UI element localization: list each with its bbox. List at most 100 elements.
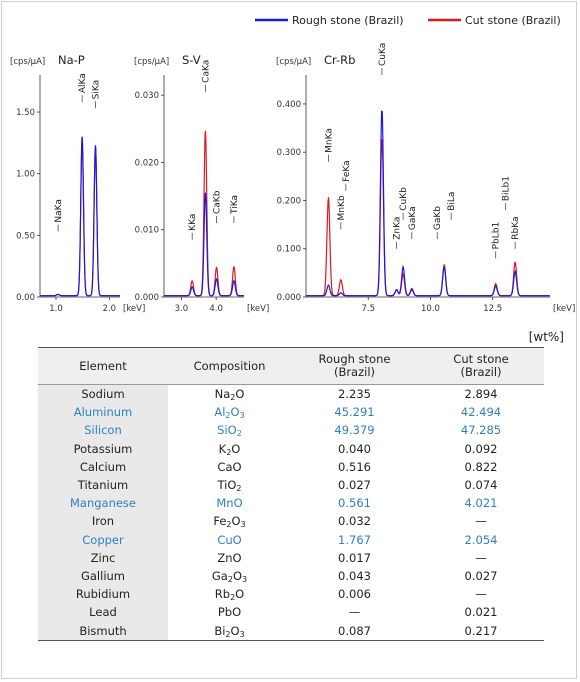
- x-axis-unit: [keV]: [553, 304, 575, 314]
- element-cell: Manganese: [38, 494, 168, 513]
- composition-cell: PbO: [168, 603, 291, 621]
- cut-stone-value: 2.894: [464, 387, 498, 402]
- element-cell: Zinc: [38, 548, 168, 567]
- peak-label: MnKa: [324, 128, 334, 153]
- composition-cell: Fe2O3: [168, 512, 291, 530]
- y-tick-label: 0.030: [135, 91, 159, 101]
- cut-stone-value: 0.092: [464, 441, 498, 456]
- y-axis-unit: [cps/μA]: [10, 57, 45, 67]
- element-cell: Silicon: [38, 421, 168, 440]
- formula-part: MnO: [216, 496, 243, 511]
- table-row: Gallium Ga2O3 0.043 0.027: [38, 566, 544, 586]
- peak-label: ZnKa: [393, 217, 403, 240]
- cut-stone-value: 0.217: [464, 623, 498, 638]
- peak-label: CaKa: [201, 60, 211, 83]
- peak-label: KKa: [188, 214, 198, 231]
- composition-table: Element Composition Rough stone (Brazil)…: [38, 347, 544, 641]
- formula-part: O: [235, 387, 245, 402]
- rough-stone-value: 0.032: [338, 514, 371, 529]
- cut-stone-value: —: [475, 550, 487, 565]
- composition-cell: Ga2O3: [168, 567, 291, 585]
- table-row: Calcium CaO 0.516 0.822: [38, 457, 544, 476]
- cut-stone-value: —: [475, 587, 487, 602]
- panel-title: Cr-Rb: [324, 53, 355, 67]
- table-row: Zinc ZnO 0.017 —: [38, 548, 544, 567]
- peak-label: SiKa: [91, 80, 101, 99]
- spectra-charts: Rough stone (Brazil) Cut stone (Brazil) 0.…: [10, 14, 575, 314]
- formula-subscript: 3: [239, 629, 245, 639]
- table-row: Potassium K2O 0.040 0.092: [38, 439, 544, 458]
- legend-label: Rough stone (Brazil): [292, 14, 404, 27]
- header-composition: Composition: [193, 358, 266, 373]
- x-tick-label: 3.0: [175, 304, 189, 314]
- element-cell: Potassium: [38, 439, 168, 458]
- peak-label: GaKb: [433, 206, 443, 230]
- peak-label: PbLb1: [492, 222, 502, 250]
- rough-stone-value: 1.767: [338, 532, 371, 547]
- formula-part: O: [230, 623, 240, 638]
- y-tick-label: 0.00: [16, 293, 35, 303]
- formula-part: K: [218, 441, 227, 456]
- formula-subscript: 2: [236, 429, 242, 439]
- formula-part: O: [235, 587, 245, 602]
- series-line-rough-stone: [164, 192, 244, 297]
- composition-cell: CuO: [168, 531, 291, 549]
- formula-subscript: 3: [240, 520, 246, 530]
- y-tick-label: 0.010: [135, 226, 159, 236]
- formula-subscript: 2: [230, 393, 236, 403]
- composition-cell: Rb2O: [168, 585, 291, 603]
- formula-part: O: [231, 514, 241, 529]
- rough-stone-value: 0.087: [338, 623, 371, 638]
- formula-subscript: 3: [239, 411, 245, 421]
- header-element: Element: [79, 358, 127, 373]
- composition-cell: CaO: [168, 458, 291, 476]
- element-cell: Aluminum: [38, 403, 168, 422]
- rough-stone-value: 0.027: [338, 478, 371, 493]
- y-tick-label: 0.020: [135, 158, 159, 168]
- y-tick-label: 1.50: [16, 108, 35, 118]
- formula-part: O: [231, 441, 241, 456]
- x-tick-label: 1.0: [49, 304, 63, 314]
- y-tick-label: 0.100: [277, 245, 301, 255]
- formula-part: O: [230, 405, 240, 420]
- formula-part: CaO: [217, 459, 242, 474]
- peak-label: CuKa: [378, 43, 388, 66]
- formula-subscript: 2: [225, 629, 231, 639]
- formula-subscript: 3: [242, 574, 248, 584]
- formula-part: ZnO: [217, 550, 242, 565]
- cut-stone-value: 2.054: [464, 532, 498, 547]
- peak-label: NaKa: [54, 199, 64, 223]
- cut-stone-value: —: [475, 514, 487, 529]
- header-cut-line1: Cut stone: [453, 352, 509, 366]
- y-tick-label: 1.00: [16, 170, 35, 180]
- peak-label: GaKa: [408, 206, 418, 230]
- composition-cell: MnO: [168, 494, 291, 512]
- x-axis-unit: [keV]: [247, 304, 269, 314]
- table-row: Silicon SiO2 49.379 47.285: [38, 421, 544, 440]
- rough-stone-value: 2.235: [338, 387, 371, 402]
- rough-stone-value: 0.040: [338, 441, 371, 456]
- y-tick-label: 0.000: [135, 293, 159, 303]
- table-row: Manganese MnO 0.561 4.021: [38, 494, 544, 513]
- element-cell: Rubidium: [38, 585, 168, 604]
- legend-label: Cut stone (Brazil): [465, 14, 561, 27]
- y-tick-label: 0.400: [277, 100, 301, 110]
- formula-subscript: 2: [227, 574, 233, 584]
- table-header-row: Element Composition Rough stone (Brazil)…: [38, 347, 544, 385]
- table-row: Aluminum Al2O3 45.291 42.494: [38, 403, 544, 422]
- x-tick-label: 7.5: [361, 304, 375, 314]
- formula-subscript: 2: [236, 484, 242, 494]
- peak-label: MnKb: [337, 195, 347, 220]
- table-row: Lead PbO — 0.021: [38, 603, 544, 622]
- y-tick-label: 0.000: [277, 293, 301, 303]
- table-row: Titanium TiO2 0.027 0.074: [38, 475, 544, 495]
- peak-label: TiKa: [230, 195, 240, 215]
- x-tick-label: 12.5: [483, 304, 502, 314]
- element-cell: Lead: [38, 603, 168, 622]
- element-cell: Calcium: [38, 457, 168, 476]
- series-line-rough-stone: [306, 110, 550, 297]
- header-cut-line2: (Brazil): [460, 365, 502, 379]
- peak-label: AlKa: [78, 73, 88, 93]
- composition-cell: Na2O: [168, 385, 291, 404]
- peak-label: CuKb: [399, 187, 409, 211]
